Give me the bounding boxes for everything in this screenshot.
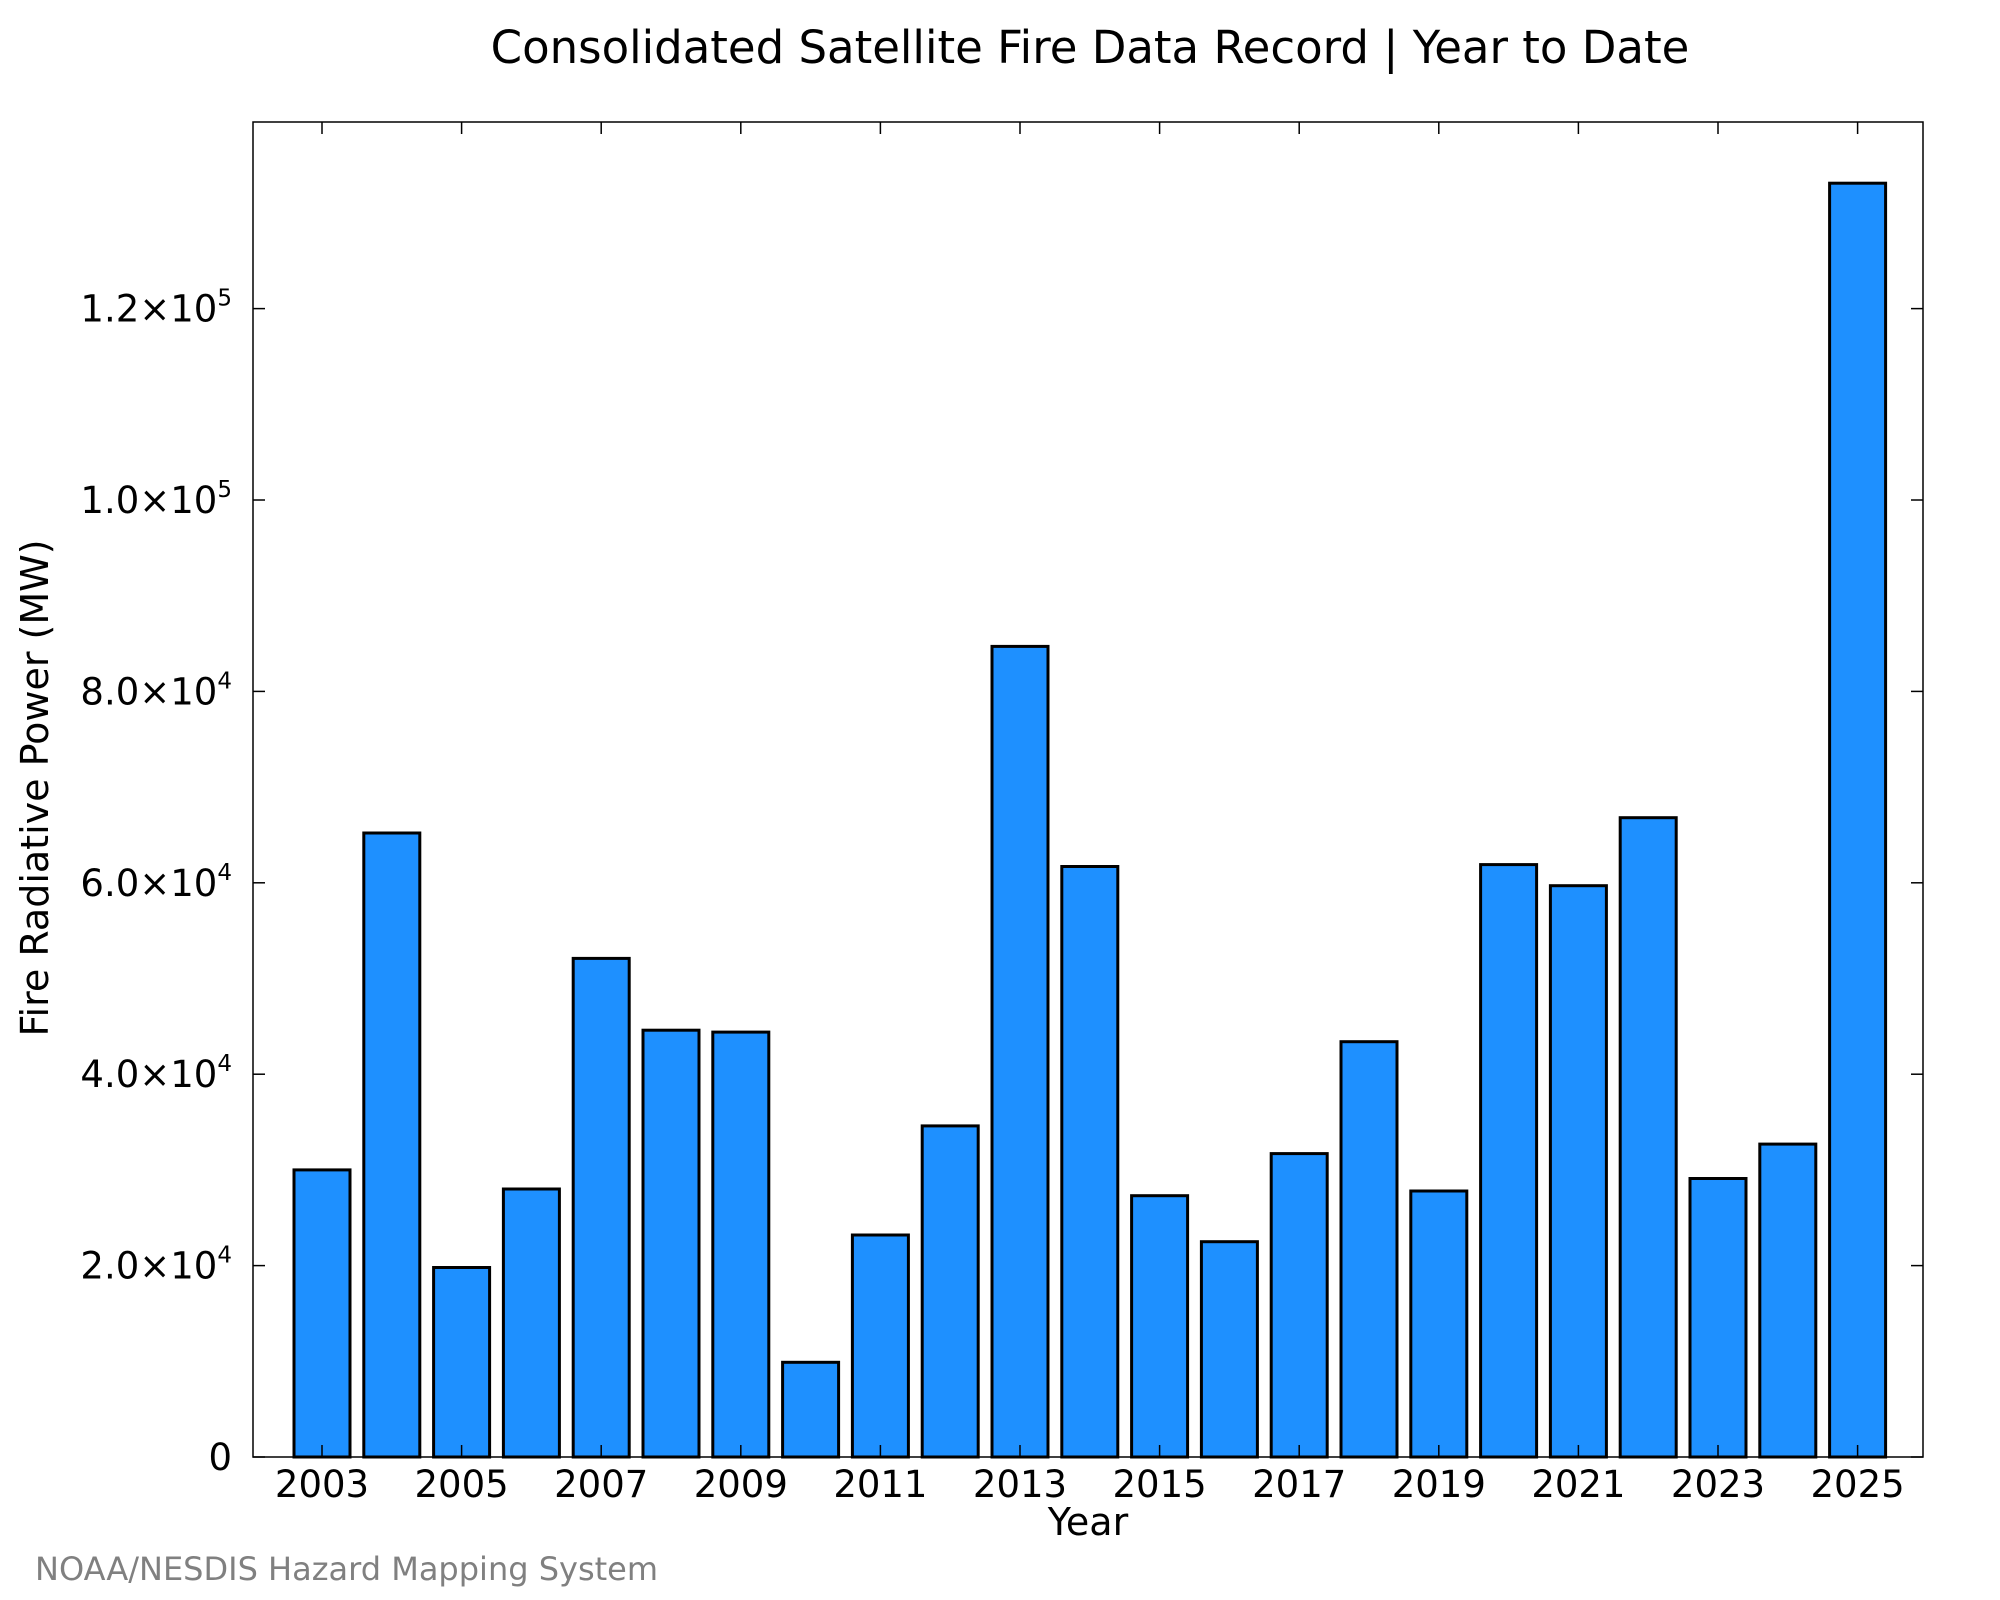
x-axis-label: Year: [1047, 1500, 1129, 1544]
bar-2017: [1269, 1152, 1329, 1459]
chart-title: Consolidated Satellite Fire Data Record …: [491, 21, 1690, 74]
y-axis-label: Fire Radiative Power (MW): [13, 539, 57, 1036]
y-tick-label-100000: 1.0×105: [80, 477, 232, 522]
x-tick-label-2019: 2019: [1392, 1463, 1486, 1506]
ticks-layer: [253, 122, 1923, 1458]
x-tick-label-2011: 2011: [833, 1463, 927, 1506]
bar-2007: [571, 956, 631, 1459]
x-tick-label-2003: 2003: [275, 1463, 369, 1506]
bar-2003: [292, 1168, 352, 1459]
x-tick-label-2005: 2005: [415, 1463, 509, 1506]
x-tick-label-2017: 2017: [1252, 1463, 1346, 1506]
bar-2015: [1130, 1194, 1190, 1459]
bar-2004: [362, 831, 422, 1459]
bar-2009: [711, 1030, 771, 1459]
bar-2006: [501, 1187, 561, 1459]
y-tick-label-0: 0: [208, 1436, 232, 1479]
x-tick-label-2013: 2013: [973, 1463, 1067, 1506]
y-tick-label-120000: 1.2×105: [80, 286, 232, 331]
bar-2005: [432, 1266, 492, 1459]
x-tick-label-2015: 2015: [1113, 1463, 1207, 1506]
bar-2013: [990, 644, 1050, 1459]
bar-2011: [850, 1233, 910, 1459]
bar-2025: [1828, 181, 1888, 1459]
y-tick-labels: 0 2.0×104 4.0×104 6.0×104 8.0×104 1.0×105 1.2×…: [80, 286, 232, 1479]
bar-2016: [1199, 1240, 1259, 1459]
x-tick-label-2007: 2007: [554, 1463, 648, 1506]
x-tick-label-2021: 2021: [1531, 1463, 1625, 1506]
bar-2008: [641, 1028, 701, 1459]
bars-layer: [292, 181, 1888, 1459]
x-tick-labels: 2003 2005 2007 2009 2011 2013 2015 2017 2019 2021…: [275, 1463, 1905, 1506]
bar-2021: [1548, 884, 1608, 1459]
bar-2019: [1409, 1189, 1469, 1459]
bar-2024: [1758, 1142, 1818, 1459]
bar-2012: [920, 1124, 980, 1459]
bar-2020: [1479, 863, 1539, 1459]
y-tick-label-20000: 2.0×104: [80, 1243, 232, 1288]
bar-2010: [781, 1360, 841, 1459]
x-tick-label-2009: 2009: [694, 1463, 788, 1506]
bar-2023: [1688, 1177, 1748, 1459]
credit-text: NOAA/NESDIS Hazard Mapping System: [35, 1550, 658, 1588]
y-tick-label-40000: 4.0×104: [80, 1051, 232, 1096]
y-tick-label-80000: 8.0×104: [80, 668, 232, 713]
bar-2014: [1060, 865, 1120, 1459]
x-tick-label-2023: 2023: [1671, 1463, 1765, 1506]
bar-2018: [1339, 1040, 1399, 1459]
bar-2022: [1618, 816, 1678, 1459]
y-tick-label-60000: 6.0×104: [80, 860, 232, 905]
x-tick-label-2025: 2025: [1811, 1463, 1905, 1506]
